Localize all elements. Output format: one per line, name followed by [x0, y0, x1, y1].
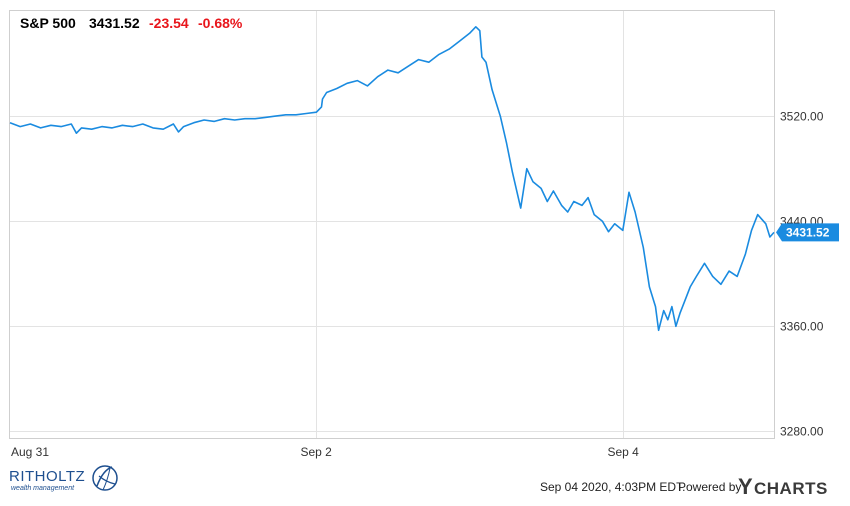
x-tick-label: Aug 31 — [11, 445, 49, 459]
logo-subtitle: wealth management — [11, 485, 75, 492]
last-value-badge: 3431.52 — [776, 223, 839, 242]
ritholtz-logo: RITHOLTZ wealth management — [9, 465, 118, 492]
ycharts-logo: Y CHARTS — [738, 474, 828, 499]
plot-frame — [9, 10, 775, 439]
last-value-label: 3431.52 — [786, 225, 830, 239]
last-value-badge-shape — [776, 223, 839, 242]
grid-layer — [10, 116, 774, 432]
x-tick-label: Sep 2 — [301, 445, 333, 459]
y-tick-label: 3360.00 — [780, 320, 824, 334]
ycharts-y: Y — [738, 474, 753, 499]
ycharts-rest: CHARTS — [754, 479, 828, 498]
header-symbol: S&P 500 — [20, 15, 76, 31]
series-layer — [9, 26, 775, 332]
x-tick-label: Sep 4 — [608, 445, 640, 459]
x-axis-labels: Aug 31 Sep 2 Sep 4 — [11, 445, 639, 459]
logo-emblem-icon — [92, 465, 118, 491]
header-change: -23.54 — [149, 15, 189, 31]
y-tick-label: 3280.00 — [780, 425, 824, 439]
header-change-pct: -0.68% — [198, 15, 243, 31]
series-line — [9, 26, 775, 332]
y-tick-label: 3520.00 — [780, 110, 824, 124]
footer-timestamp: Sep 04 2020, 4:03PM EDT. — [540, 480, 685, 494]
footer-powered-by: Powered by — [678, 480, 741, 494]
logo-name: RITHOLTZ — [9, 468, 85, 485]
header-box — [10, 11, 253, 33]
header-last: 3431.52 — [89, 15, 140, 31]
